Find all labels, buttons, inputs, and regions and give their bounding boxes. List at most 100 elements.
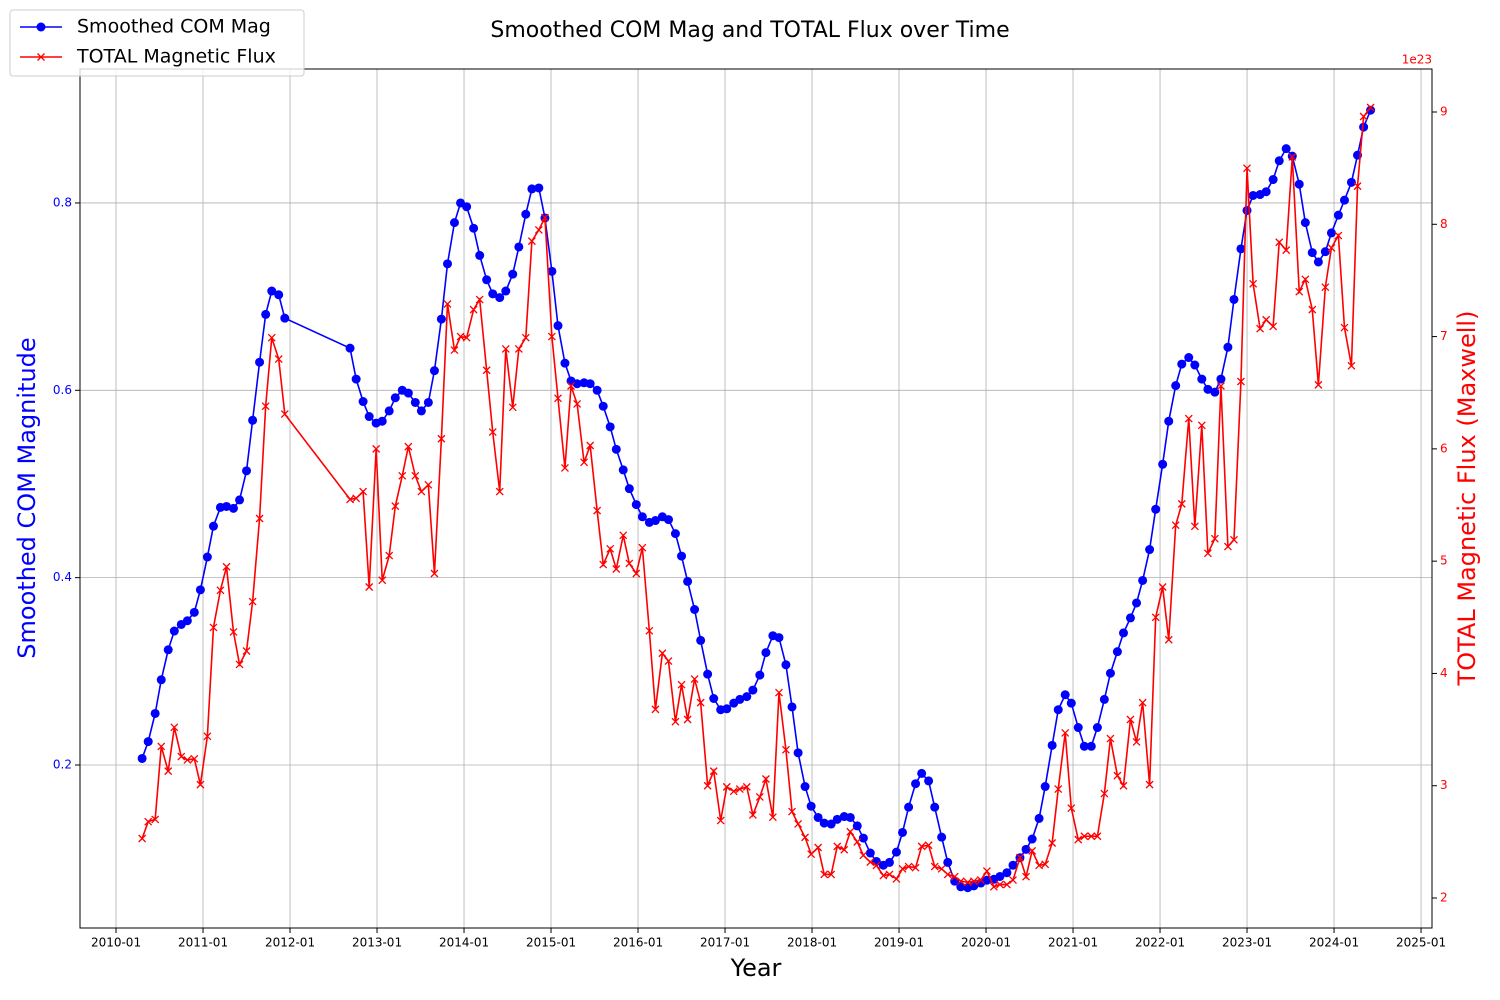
marker — [378, 576, 387, 585]
marker — [423, 397, 433, 407]
marker — [904, 802, 914, 812]
marker — [156, 675, 166, 685]
marker — [748, 810, 757, 819]
legend-label: Smoothed COM Mag — [77, 16, 271, 38]
marker — [891, 847, 901, 857]
marker — [195, 585, 205, 595]
marker — [417, 487, 426, 496]
marker — [1197, 421, 1206, 430]
marker — [793, 748, 803, 758]
marker — [1347, 361, 1356, 370]
marker — [1190, 360, 1200, 370]
marker — [1321, 283, 1330, 292]
marker — [1092, 723, 1102, 733]
marker — [1028, 846, 1037, 855]
marker — [482, 275, 492, 285]
marker — [703, 669, 713, 679]
x-axis-label: Year — [730, 954, 782, 982]
marker — [521, 209, 531, 219]
marker — [1132, 598, 1142, 608]
marker — [364, 412, 374, 422]
marker — [813, 812, 823, 822]
marker — [722, 782, 731, 791]
marker — [729, 787, 738, 796]
marker — [1261, 187, 1271, 197]
marker — [138, 834, 147, 843]
marker — [611, 444, 621, 454]
marker — [1145, 780, 1154, 789]
marker — [1132, 737, 1141, 746]
marker — [794, 819, 803, 828]
marker — [183, 755, 192, 764]
marker — [346, 495, 355, 504]
series — [137, 105, 1376, 893]
marker — [1100, 789, 1109, 798]
marker — [203, 732, 212, 741]
marker — [404, 442, 413, 451]
marker — [956, 882, 966, 892]
marker — [1281, 144, 1291, 154]
marker — [1145, 545, 1155, 555]
marker — [651, 705, 660, 714]
marker — [390, 393, 400, 403]
marker — [1339, 195, 1349, 205]
marker — [696, 635, 706, 645]
marker — [429, 366, 439, 376]
marker — [898, 864, 907, 873]
marker — [638, 543, 647, 552]
plot-frame — [79, 68, 1433, 929]
marker — [1359, 112, 1368, 121]
chart-title: Smoothed COM Mag and TOTAL Flux over Tim… — [490, 18, 1009, 43]
marker — [781, 745, 790, 754]
marker — [1073, 723, 1083, 733]
marker — [645, 626, 654, 635]
marker — [436, 314, 446, 324]
marker — [1041, 860, 1050, 869]
marker — [774, 633, 784, 643]
marker — [384, 406, 394, 416]
marker — [1333, 210, 1343, 220]
marker — [683, 715, 692, 724]
marker — [521, 333, 530, 342]
marker — [527, 184, 537, 194]
marker — [904, 862, 913, 871]
marker — [169, 626, 179, 636]
y2-tick-label: 8 — [1440, 217, 1448, 231]
marker — [196, 780, 205, 789]
marker — [722, 704, 732, 714]
marker — [1119, 781, 1128, 790]
marker — [1216, 382, 1225, 390]
marker — [885, 870, 894, 879]
marker — [1151, 504, 1161, 514]
marker — [222, 501, 232, 511]
marker — [742, 692, 752, 702]
marker — [631, 500, 641, 510]
marker — [248, 415, 258, 425]
marker — [853, 837, 862, 846]
y2-tick-label: 3 — [1440, 778, 1448, 792]
legend-label: TOTAL Magnetic Flux — [76, 46, 276, 68]
marker — [1158, 583, 1167, 591]
marker — [1190, 522, 1199, 531]
marker — [937, 832, 947, 842]
marker — [826, 819, 836, 829]
marker — [372, 444, 381, 453]
marker — [930, 862, 939, 871]
marker — [1040, 782, 1050, 792]
marker — [1216, 374, 1226, 384]
marker — [716, 816, 725, 825]
marker — [1074, 835, 1083, 844]
marker — [1223, 342, 1233, 352]
marker — [1066, 698, 1076, 708]
y2-tick-label: 5 — [1440, 554, 1448, 568]
marker — [976, 876, 985, 885]
marker — [943, 870, 952, 879]
marker — [1009, 876, 1017, 885]
marker — [619, 531, 628, 540]
marker — [1184, 353, 1194, 363]
marker — [806, 801, 816, 811]
marker — [1203, 549, 1212, 558]
marker — [1080, 832, 1089, 841]
marker — [547, 266, 557, 276]
marker — [1151, 613, 1160, 622]
